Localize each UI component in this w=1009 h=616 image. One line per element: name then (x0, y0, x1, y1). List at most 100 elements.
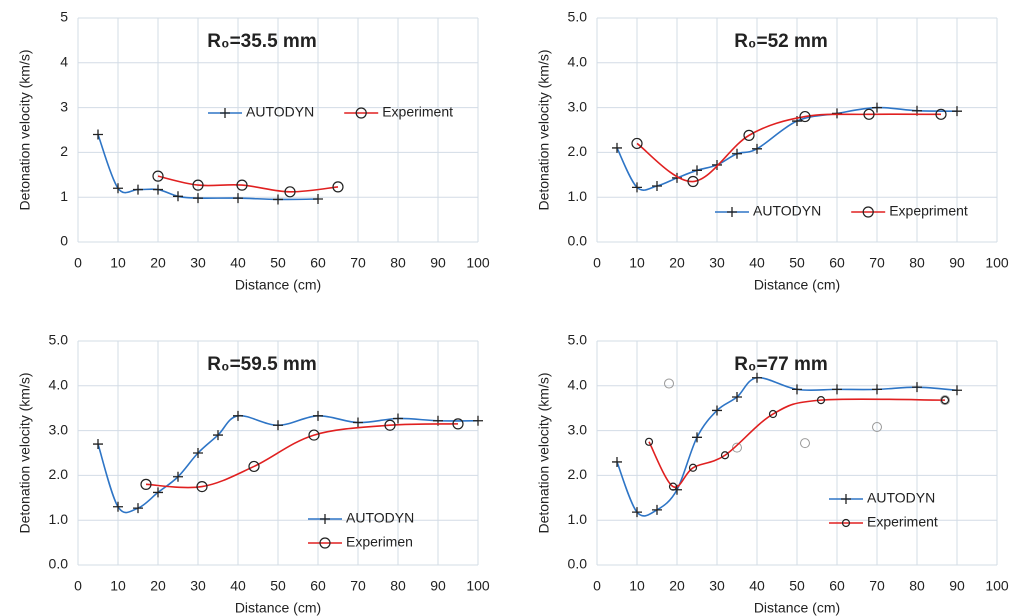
legend-label: AUTODYN (246, 104, 314, 120)
legend-label: AUTODYN (346, 510, 414, 526)
chart-title: R₀=77 mm (734, 354, 828, 375)
x-tick-label: 10 (110, 255, 126, 271)
data-point (152, 170, 164, 182)
chart-title: R₀=52 mm (734, 31, 828, 52)
y-tick-label: 1.0 (49, 511, 69, 527)
data-point (841, 518, 851, 528)
data-point (940, 396, 950, 405)
data-point (832, 108, 842, 119)
data-point (273, 420, 283, 431)
x-tick-label: 70 (350, 578, 366, 594)
data-point (816, 396, 826, 405)
data-point (393, 413, 403, 424)
data-point (935, 108, 947, 120)
chart-title: R₀=59.5 mm (207, 354, 316, 375)
data-point (872, 102, 882, 113)
y-tick-label: 0 (60, 233, 68, 249)
data-point (196, 481, 208, 493)
x-tick-label: 0 (74, 578, 82, 594)
data-point (173, 471, 183, 482)
y-tick-label: 0.0 (49, 556, 69, 572)
legend-label: Experiment (867, 514, 938, 530)
data-point (952, 106, 962, 117)
series-line (157, 175, 339, 193)
legend-label: AUTODYN (867, 490, 935, 506)
x-tick-label: 30 (709, 255, 725, 271)
x-tick-label: 50 (789, 578, 805, 594)
data-point (233, 193, 243, 204)
x-tick-label: 50 (270, 578, 286, 594)
data-point (355, 107, 367, 119)
y-tick-label: 0.0 (568, 233, 588, 249)
x-tick-label: 90 (949, 255, 965, 271)
data-point (832, 384, 842, 395)
data-point (319, 537, 331, 549)
y-tick-label: 1 (60, 188, 68, 204)
data-point (308, 429, 320, 441)
legend-label: AUTODYN (753, 203, 821, 219)
data-point (384, 419, 396, 431)
data-point (233, 410, 243, 421)
x-tick-label: 30 (190, 578, 206, 594)
y-axis-label: Detonation velocity (km/s) (536, 372, 552, 533)
x-tick-label: 40 (230, 255, 246, 271)
x-tick-label: 20 (669, 255, 685, 271)
series-line (648, 398, 946, 489)
data-point (768, 409, 778, 419)
y-tick-label: 2.0 (49, 466, 69, 482)
chart-panel: 0.0 1.0 2.0 3.0 4.0 5.0 0 10 20 30 40 50 60 70 80 90 100… (17, 332, 490, 616)
chart-title: R₀=35.5 mm (207, 31, 316, 52)
data-point (863, 108, 875, 120)
x-tick-label: 100 (985, 255, 1009, 271)
data-point (313, 410, 323, 421)
x-tick-label: 70 (869, 255, 885, 271)
y-tick-label: 4.0 (49, 377, 69, 393)
x-tick-label: 60 (310, 255, 326, 271)
x-tick-label: 100 (466, 255, 490, 271)
x-tick-label: 100 (466, 578, 490, 594)
series-line (636, 113, 942, 183)
data-point (153, 487, 163, 498)
data-point (732, 392, 742, 402)
chart-panel: 0.0 1.0 2.0 3.0 4.0 5.0 0 10 20 30 40 50 60 70 80 90 100… (536, 332, 1009, 616)
x-tick-label: 70 (869, 578, 885, 594)
x-tick-label: 0 (593, 255, 601, 271)
x-tick-label: 30 (709, 578, 725, 594)
data-point (687, 175, 699, 188)
data-point (332, 181, 344, 193)
data-point (692, 432, 702, 443)
x-tick-label: 80 (390, 578, 406, 594)
y-axis-label: Detonation velocity (km/s) (536, 49, 552, 210)
x-tick-label: 100 (985, 578, 1009, 594)
x-tick-label: 10 (110, 578, 126, 594)
data-point (113, 183, 123, 194)
x-tick-label: 80 (909, 255, 925, 271)
x-tick-label: 60 (829, 578, 845, 594)
data-point (93, 129, 103, 140)
y-tick-label: 3 (60, 98, 68, 114)
x-axis-label: Distance (cm) (235, 600, 321, 616)
data-point (712, 159, 722, 170)
x-tick-label: 40 (230, 578, 246, 594)
data-point (644, 437, 654, 446)
series-line (145, 423, 459, 489)
data-point (140, 478, 152, 490)
data-point (113, 501, 123, 512)
data-point (752, 143, 762, 154)
y-tick-label: 5.0 (568, 9, 588, 25)
x-axis-label: Distance (cm) (754, 277, 840, 293)
x-tick-label: 10 (629, 255, 645, 271)
data-point (688, 463, 698, 472)
data-point (612, 142, 622, 153)
legend-label: Experimen (346, 534, 413, 550)
data-point (193, 448, 203, 458)
data-point (692, 165, 702, 176)
data-point (93, 439, 103, 450)
data-point (452, 418, 464, 430)
x-tick-label: 50 (270, 255, 286, 271)
data-point (632, 507, 642, 518)
x-tick-label: 60 (310, 578, 326, 594)
scatter-point (872, 422, 882, 433)
